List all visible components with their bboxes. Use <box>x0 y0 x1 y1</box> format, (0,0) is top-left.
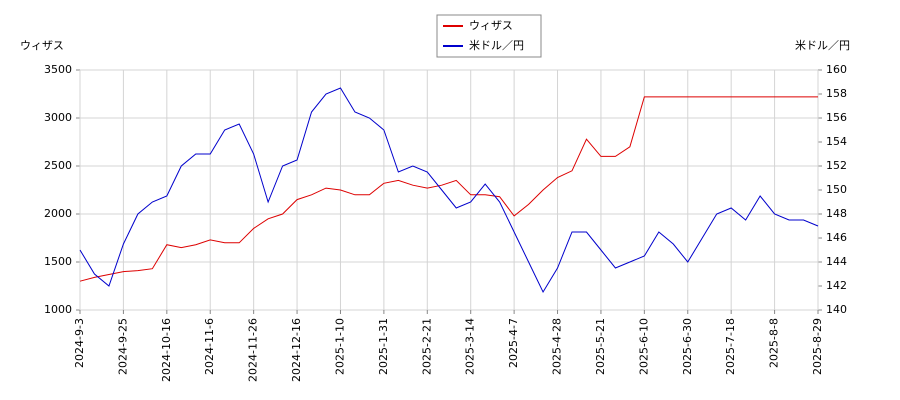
y-tick-label: 2500 <box>44 159 72 172</box>
y-tick-label: 3000 <box>44 111 72 124</box>
x-tick-label: 2025-2-21 <box>420 318 433 375</box>
y2-tick-label: 152 <box>826 159 847 172</box>
x-tick-label: 2025-1-31 <box>377 318 390 375</box>
y-tick-label: 1500 <box>44 255 72 268</box>
plot-frame <box>79 69 819 311</box>
x-tick-label: 2025-4-7 <box>507 318 520 368</box>
y2-axis-label: 米ドル／円 <box>795 39 850 52</box>
y-axis-label: ウィザス <box>20 39 64 52</box>
x-tick-label: 2024-10-16 <box>160 318 173 382</box>
x-tick-label: 2024-12-16 <box>290 318 303 382</box>
y2-tick-label: 150 <box>826 183 847 196</box>
series-line <box>79 96 818 282</box>
x-tick-label: 2024-9-3 <box>73 318 86 368</box>
x-tick-label: 2025-8-29 <box>811 318 824 375</box>
y-tick-label: 1000 <box>44 303 72 316</box>
legend-label: ウィザス <box>469 19 513 32</box>
x-tick-label: 2025-6-10 <box>637 318 650 375</box>
x-tick-label: 2024-9-25 <box>116 318 129 375</box>
y2-tick-label: 154 <box>826 135 847 148</box>
x-tick-label: 2025-6-30 <box>681 318 694 375</box>
x-tick-label: 2024-11-26 <box>247 318 260 382</box>
y2-tick-label: 142 <box>826 279 847 292</box>
y2-tick-label: 160 <box>826 63 847 76</box>
y2-tick-label: 156 <box>826 111 847 124</box>
x-tick-label: 2025-4-28 <box>551 318 564 375</box>
x-tick-label: 2025-8-8 <box>768 318 781 368</box>
y-tick-label: 3500 <box>44 63 72 76</box>
y-tick-label: 2000 <box>44 207 72 220</box>
x-tick-label: 2025-3-14 <box>464 318 477 375</box>
y2-tick-label: 148 <box>826 207 847 220</box>
x-tick-label: 2025-1-10 <box>333 318 346 375</box>
x-tick-label: 2025-5-21 <box>594 318 607 375</box>
y2-tick-label: 140 <box>826 303 847 316</box>
x-tick-label: 2024-11-6 <box>203 318 216 375</box>
y2-tick-label: 146 <box>826 231 847 244</box>
y2-tick-label: 144 <box>826 255 847 268</box>
x-tick-label: 2025-7-18 <box>724 318 737 375</box>
y2-tick-label: 158 <box>826 87 847 100</box>
legend-box <box>436 14 542 58</box>
series-line <box>79 87 819 294</box>
legend-label: 米ドル／円 <box>469 39 524 52</box>
